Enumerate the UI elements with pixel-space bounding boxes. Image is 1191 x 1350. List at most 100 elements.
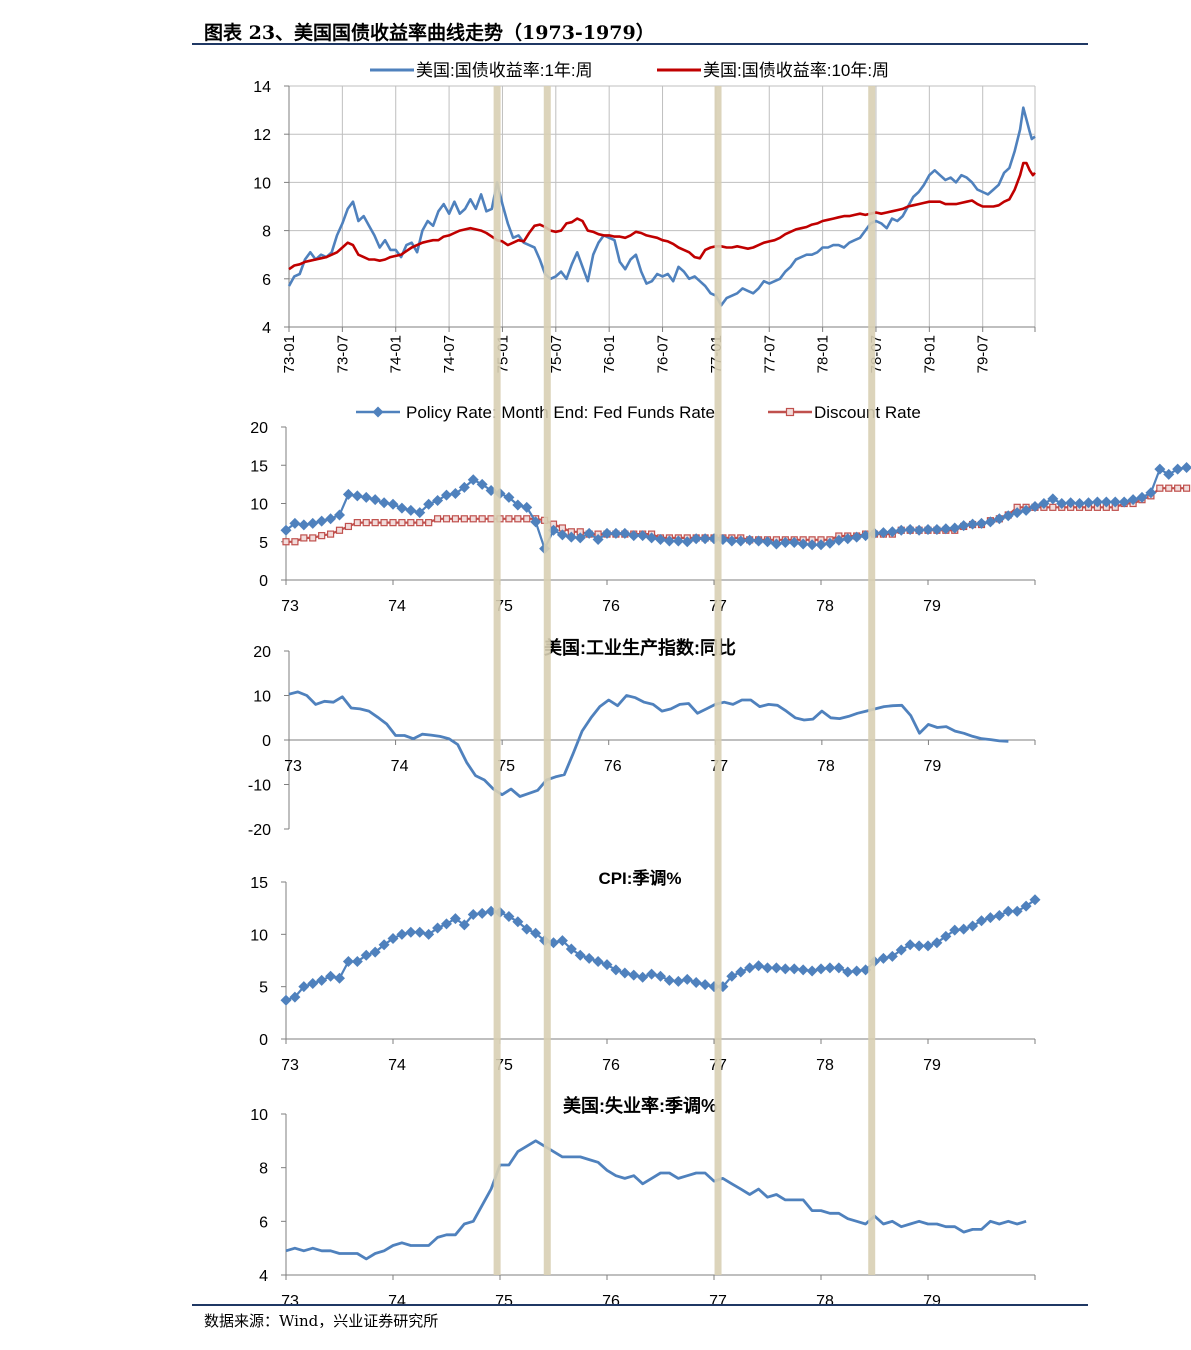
data-point (726, 535, 738, 547)
x-tick-label: 79 (923, 1057, 941, 1074)
data-point (396, 502, 408, 514)
data-point (1002, 510, 1014, 522)
data-point (387, 498, 399, 510)
data-point (1174, 484, 1182, 492)
data-point (334, 509, 345, 521)
legend-label: 美国:国债收益率:1年:周 (416, 61, 593, 80)
source-note: 数据来源：Wind，兴业证券研究所 (204, 1312, 439, 1330)
data-point (806, 965, 818, 977)
y-tick-label: -10 (248, 778, 271, 795)
data-point (726, 970, 738, 982)
data-point (797, 538, 809, 550)
data-point (922, 940, 934, 952)
event-band (868, 86, 876, 1275)
data-point (1163, 468, 1175, 480)
data-point (770, 962, 782, 974)
y-tick-label: 0 (262, 733, 271, 750)
data-point (655, 970, 666, 982)
data-point (619, 527, 631, 539)
data-point (842, 533, 854, 545)
data-point (690, 533, 702, 545)
data-point (940, 523, 952, 535)
data-point (476, 478, 488, 490)
x-tick-label: 78 (816, 1293, 834, 1310)
data-point (663, 535, 675, 547)
x-tick-label: 74-01 (388, 335, 405, 373)
data-point (371, 519, 379, 527)
data-point (646, 532, 658, 544)
data-point (334, 972, 345, 984)
data-point (396, 928, 408, 940)
data-point (735, 966, 747, 978)
data-point (300, 534, 308, 542)
data-point (619, 967, 631, 979)
x-tick-label: 78 (816, 1057, 834, 1074)
x-tick-label: 73-07 (334, 335, 351, 373)
data-point (326, 530, 335, 538)
data-point (1118, 496, 1130, 508)
data-point (1065, 497, 1077, 509)
data-point (280, 994, 292, 1006)
data-point (353, 519, 361, 527)
data-point (788, 963, 800, 975)
data-point (967, 920, 979, 932)
data-point (592, 533, 604, 545)
data-point (291, 538, 299, 546)
data-point (610, 964, 622, 976)
data-point (530, 516, 542, 528)
x-tick-label: 78 (816, 598, 834, 615)
data-point (309, 534, 317, 542)
data-point (360, 491, 372, 503)
data-point (877, 952, 889, 964)
data-point (521, 501, 533, 513)
data-point (476, 907, 488, 919)
data-point (325, 970, 337, 982)
x-tick-label: 73 (281, 1293, 299, 1310)
data-point (949, 924, 961, 936)
data-point (993, 513, 1005, 525)
data-point (672, 975, 684, 987)
data-point (1020, 504, 1032, 516)
data-point (514, 515, 522, 523)
data-point (351, 490, 363, 502)
chart-title: CPI:季调% (598, 868, 681, 888)
data-point (407, 519, 415, 527)
data-point (976, 915, 987, 927)
data-point (815, 539, 827, 551)
bottom-rule (192, 1304, 1088, 1306)
data-point (432, 922, 444, 934)
data-point (503, 491, 515, 503)
event-bands (493, 86, 876, 1275)
data-point (851, 965, 863, 977)
data-point (298, 519, 310, 531)
data-point (372, 406, 384, 418)
y-tick-label: 0 (259, 573, 268, 590)
x-tick-label: 77 (709, 1293, 727, 1310)
y-tick-label: 10 (253, 175, 271, 192)
data-point (1127, 494, 1139, 506)
legend-label: 美国:国债收益率:10年:周 (703, 61, 889, 80)
data-point (362, 519, 370, 527)
data-point (512, 916, 524, 928)
x-tick-label: 75 (495, 1293, 513, 1310)
data-point (458, 919, 470, 931)
data-point (699, 533, 711, 545)
data-point (432, 494, 444, 506)
y-tick-label: 5 (259, 980, 268, 997)
data-point (442, 515, 451, 523)
data-point (478, 515, 486, 523)
x-tick-label: 73 (284, 758, 302, 775)
x-tick-label: 74-07 (441, 335, 458, 373)
data-point (414, 926, 426, 938)
data-point (1049, 503, 1057, 511)
series-line-cpi (285, 898, 1036, 1002)
data-point (316, 974, 328, 986)
data-point (433, 515, 442, 523)
series-line-unemployment (285, 1139, 1027, 1261)
data-point (753, 960, 765, 972)
data-point (282, 538, 290, 546)
data-point (958, 923, 970, 935)
data-point (512, 499, 524, 511)
series-line-ip (288, 690, 1009, 798)
